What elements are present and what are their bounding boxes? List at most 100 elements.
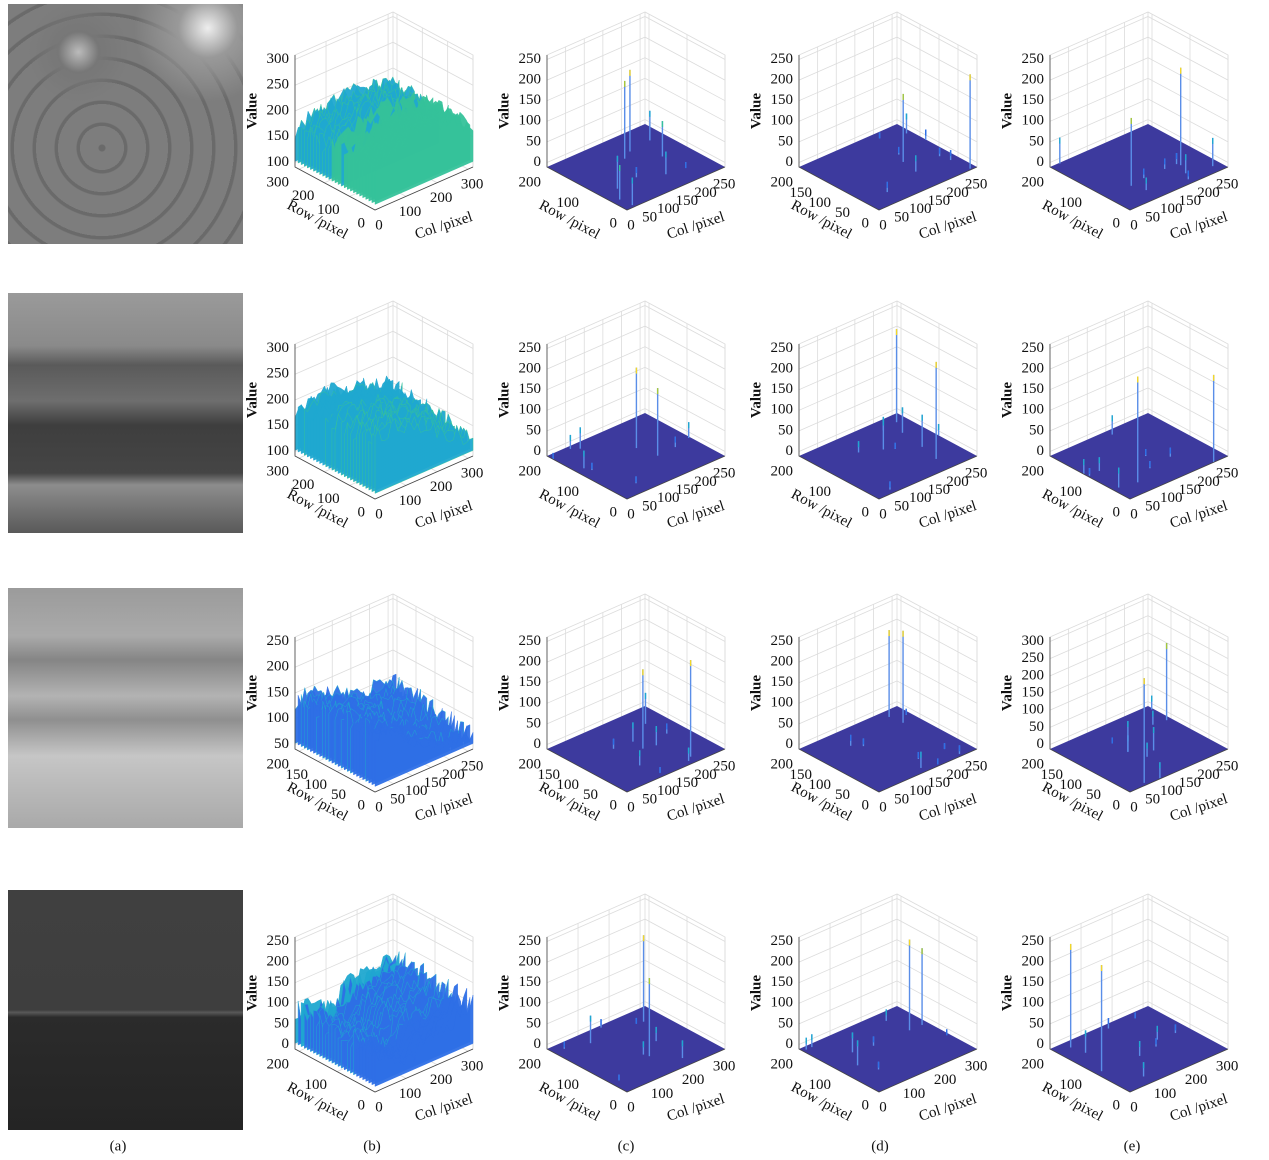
col-tick-label: 250 [1216,466,1239,482]
z-tick-label: 150 [267,128,290,144]
row-tick-label: 200 [267,757,290,773]
grid-line [547,16,725,59]
surface-plot: 05010015020025001002000100200300ValueRow… [999,894,1238,1125]
z-tick-label: 50 [274,736,289,752]
z-tick-label: 250 [771,340,794,356]
col-tick-label: 50 [1145,209,1160,225]
z-tick-label: 100 [267,995,290,1011]
z-axis-label: Value [496,382,512,418]
z-tick-label: 0 [786,154,794,170]
grid-line [799,367,977,410]
z-tick-label: 200 [771,72,794,88]
col-axis-label: Col /pixel [917,1091,979,1125]
caption: (e) [1124,1138,1141,1154]
z-tick-label: 100 [267,443,290,459]
z-tick-label: 0 [786,736,794,752]
z-tick-label: 100 [771,113,794,129]
col-tick-label: 250 [1216,177,1239,193]
grid-line [547,78,725,121]
z-tick-label: 200 [771,654,794,670]
col-tick-label: 200 [934,1072,957,1088]
col-tick-label: 250 [1216,759,1239,775]
z-tick-label: 100 [1022,402,1045,418]
col-tick-label: 0 [1130,799,1138,815]
row-tick-label: 200 [771,464,794,480]
surface-plot: 0501001502002500100200050100150200250Val… [496,12,735,243]
grid-line [799,898,977,941]
figure: (a)(b)(c)(d)(e)1001502002503000100200300… [0,0,1269,1160]
z-tick-label: 100 [267,710,290,726]
z-tick-label: 150 [1022,92,1045,108]
z-tick-label: 50 [526,133,541,149]
grid-line [799,16,977,59]
col-tick-label: 100 [399,493,422,509]
z-tick-label: 50 [1029,1015,1044,1031]
row-tick-label: 200 [267,1057,290,1073]
z-tick-label: 150 [267,974,290,990]
z-tick-label: 200 [519,954,542,970]
grid-line [1050,78,1228,121]
col-tick-label: 50 [894,209,909,225]
z-tick-label: 250 [1022,650,1045,666]
col-tick-label: 100 [1154,1086,1177,1102]
grid-line [547,58,725,101]
grid-line [547,898,725,941]
row-tick-label: 0 [358,215,366,231]
z-tick-label: 100 [267,154,290,170]
grid-line [799,598,977,641]
col-tick-label: 300 [461,1059,484,1075]
z-tick-label: 250 [519,633,542,649]
col-tick-label: 100 [399,204,422,220]
grid-line [547,960,725,1003]
z-tick-label: 150 [1022,684,1045,700]
z-tick-label: 0 [786,443,794,459]
row-tick-label: 300 [267,464,290,480]
col-tick-label: 300 [461,466,484,482]
col-tick-label: 50 [1145,791,1160,807]
col-tick-label: 200 [430,1072,453,1088]
z-tick-label: 100 [771,695,794,711]
row-tick-label: 200 [519,1057,542,1073]
grid-line [799,660,977,703]
z-tick-label: 100 [519,113,542,129]
z-tick-label: 50 [1029,719,1044,735]
col-axis-label: Col /pixel [413,498,475,532]
grid-line [295,598,473,641]
surface-plot: 10015020025030001002003000100200300Value… [244,12,483,243]
col-tick-label: 100 [399,1086,422,1102]
plots: (a)(b)(c)(d)(e)1001502002503000100200300… [0,0,1269,1160]
z-tick-label: 0 [1037,443,1045,459]
z-tick-label: 200 [267,391,290,407]
z-tick-label: 150 [519,674,542,690]
grid-line [799,305,977,348]
col-tick-label: 200 [1185,1072,1208,1088]
z-axis-label: Value [496,975,512,1011]
row-tick-label: 0 [1113,504,1121,520]
surface-plot: 05010015020025001002000100200300ValueRow… [496,894,735,1125]
row-tick-label: 0 [358,797,366,813]
z-axis-label: Value [244,975,260,1011]
z-tick-label: 100 [519,695,542,711]
row-tick-label: 0 [610,215,618,231]
row-tick-label: 0 [1113,797,1121,813]
z-tick-label: 50 [1029,422,1044,438]
col-tick-label: 250 [713,177,736,193]
col-tick-label: 300 [713,1059,736,1075]
z-tick-label: 150 [267,417,290,433]
col-tick-label: 0 [1130,1099,1138,1115]
col-tick-label: 0 [879,506,887,522]
col-tick-label: 0 [879,799,887,815]
col-tick-label: 100 [903,1086,926,1102]
col-tick-label: 0 [627,799,635,815]
col-tick-label: 0 [375,217,383,233]
z-tick-label: 0 [1037,1036,1045,1052]
surface-plot: 05010015020025001002000100200300ValueRow… [244,894,483,1125]
caption: (c) [618,1138,635,1154]
col-tick-label: 0 [879,217,887,233]
z-axis-label: Value [748,975,764,1011]
grid-line [799,347,977,390]
row-tick-label: 200 [771,1057,794,1073]
z-axis-label: Value [748,382,764,418]
col-tick-label: 250 [713,759,736,775]
grid-line [547,305,725,348]
